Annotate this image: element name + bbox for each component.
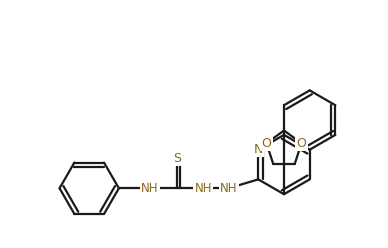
Text: S: S	[173, 152, 181, 165]
Text: NH: NH	[220, 182, 237, 195]
Text: NH: NH	[141, 182, 159, 195]
Text: NH: NH	[195, 182, 212, 195]
Text: O: O	[262, 137, 272, 150]
Text: N: N	[254, 143, 263, 156]
Text: O: O	[296, 137, 307, 150]
